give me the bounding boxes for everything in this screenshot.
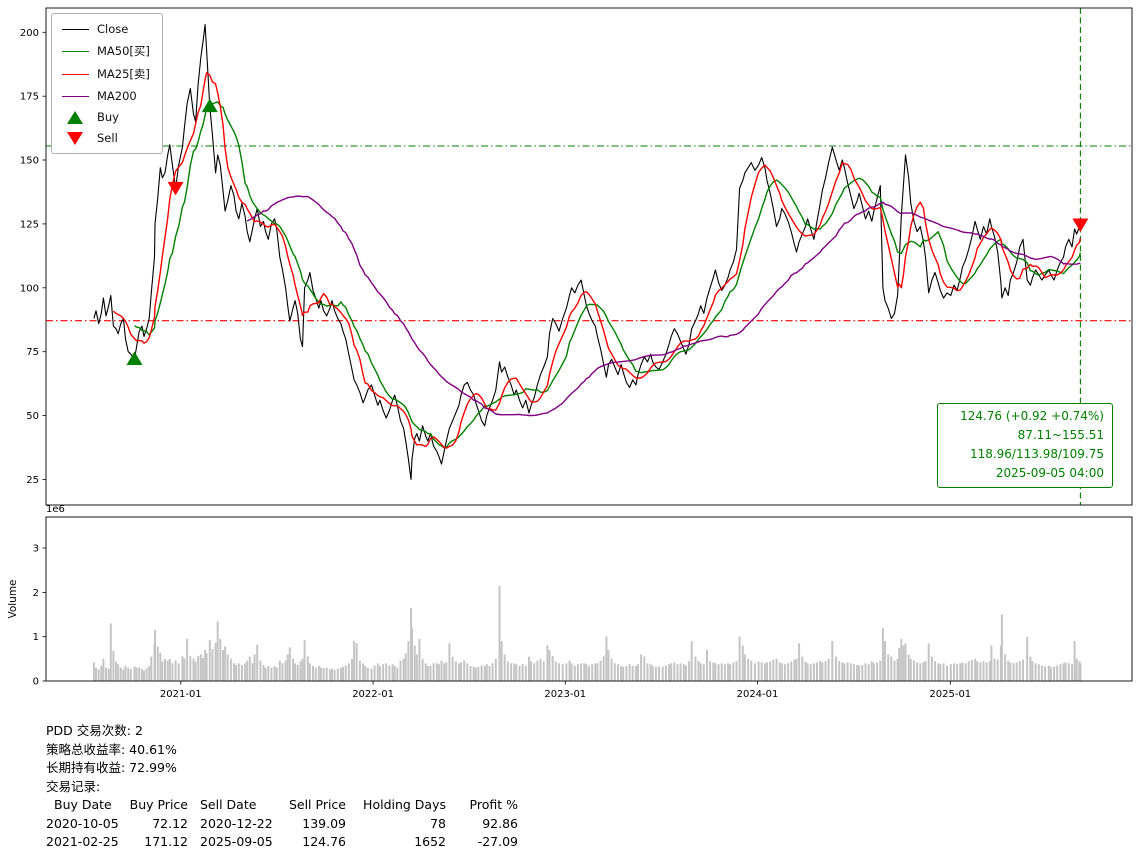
trade-count-line: PDD 交易次数: 2 <box>46 723 143 738</box>
svg-text:150: 150 <box>20 156 39 167</box>
svg-text:2025-01: 2025-01 <box>929 689 971 700</box>
col-sell-price: Sell Price <box>288 797 346 812</box>
svg-text:50: 50 <box>26 411 39 422</box>
legend-item-buy: Buy <box>61 110 150 124</box>
annotation-price-line: 124.76 (+0.92 +0.74%) <box>960 409 1104 423</box>
svg-text:1: 1 <box>33 632 39 643</box>
ma200-line-swatch <box>61 95 89 97</box>
svg-text:200: 200 <box>20 28 39 39</box>
strategy-stats: PDD 交易次数: 2 策略总收益率: 40.61% 长期持有收益: 72.99… <box>46 722 518 852</box>
svg-text:2022-01: 2022-01 <box>352 689 394 700</box>
col-buy-date: Buy Date <box>54 797 112 812</box>
legend-label: Buy <box>97 110 119 124</box>
annotation-ma-line: 118.96/113.98/109.75 <box>969 447 1104 461</box>
trade-records-title: 交易记录: <box>46 778 101 794</box>
svg-text:3: 3 <box>33 544 39 555</box>
annotation-range-line: 87.11~155.51 <box>1017 428 1104 442</box>
ma25-line <box>112 72 1082 449</box>
svg-text:2023-01: 2023-01 <box>544 689 586 700</box>
ma50-line-swatch <box>61 50 89 52</box>
volume-axis-title: Volume <box>7 579 19 618</box>
legend-item-sell: Sell <box>61 131 150 145</box>
svg-text:100: 100 <box>20 283 39 294</box>
svg-text:75: 75 <box>26 347 39 358</box>
ma50-line <box>134 101 1082 449</box>
volume-bars <box>92 585 1082 681</box>
col-holding-days: Holding Days <box>363 797 446 812</box>
svg-text:2: 2 <box>33 588 39 599</box>
col-profit: Profit % <box>469 797 518 812</box>
volume-panel-border <box>45 516 1133 682</box>
svg-text:0: 0 <box>33 677 39 688</box>
x-axis: 2021-01 2022-01 2023-01 2024-01 2025-01 <box>160 681 971 700</box>
chart-legend: Close MA50[买] MA25[卖] MA200 Buy Sell <box>51 13 163 154</box>
quote-annotation: 124.76 (+0.92 +0.74%) 87.11~155.51 118.9… <box>937 403 1113 488</box>
trade-table-header: Buy Date Buy Price Sell Date Sell Price … <box>46 796 518 815</box>
ma25-line-swatch <box>61 73 89 75</box>
legend-label: Sell <box>97 131 118 145</box>
legend-item-close: Close <box>61 22 150 36</box>
buy-marker <box>126 351 143 366</box>
legend-label: MA25[卖] <box>97 67 150 81</box>
svg-text:125: 125 <box>20 219 39 230</box>
svg-text:25: 25 <box>26 475 39 486</box>
close-line <box>93 24 1081 480</box>
sell-marker <box>1072 218 1089 233</box>
legend-label: Close <box>97 22 129 36</box>
table-row: 2021-02-25 171.12 2025-09-05 124.76 1652… <box>46 834 518 849</box>
sell-marker-icon <box>61 131 89 145</box>
hold-return-line: 长期持有收益: 72.99% <box>46 760 177 775</box>
annotation-date-line: 2025-09-05 04:00 <box>995 466 1104 480</box>
volume-multiplier-label: 1e6 <box>46 504 65 515</box>
sell-marker <box>167 181 184 196</box>
price-axis: 25 50 75 100 125 150 175 200 <box>20 28 46 486</box>
legend-label: MA200 <box>97 89 137 103</box>
close-line-swatch <box>61 28 89 30</box>
svg-text:175: 175 <box>20 92 39 103</box>
ma200-line <box>246 195 1081 417</box>
price-panel-border <box>45 7 1133 506</box>
strategy-return-line: 策略总收益率: 40.61% <box>46 741 177 757</box>
legend-item-ma50: MA50[买] <box>61 43 150 59</box>
buy-marker-icon <box>61 110 89 124</box>
legend-label: MA50[买] <box>97 44 150 58</box>
legend-item-ma200: MA200 <box>61 89 150 103</box>
legend-item-ma25: MA25[卖] <box>61 66 150 82</box>
price-volume-chart: 25 50 75 100 125 150 175 200 0 1 2 3 1e6 Volume 2021-0… <box>7 7 1133 700</box>
table-row: 2020-10-05 72.12 2020-12-22 139.09 78 92… <box>46 815 518 831</box>
col-buy-price: Buy Price <box>129 797 188 812</box>
col-sell-date: Sell Date <box>200 797 257 812</box>
svg-text:2024-01: 2024-01 <box>737 689 779 700</box>
svg-text:2021-01: 2021-01 <box>160 689 202 700</box>
volume-axis: 0 1 2 3 <box>33 544 46 688</box>
buy-marker <box>201 98 218 113</box>
